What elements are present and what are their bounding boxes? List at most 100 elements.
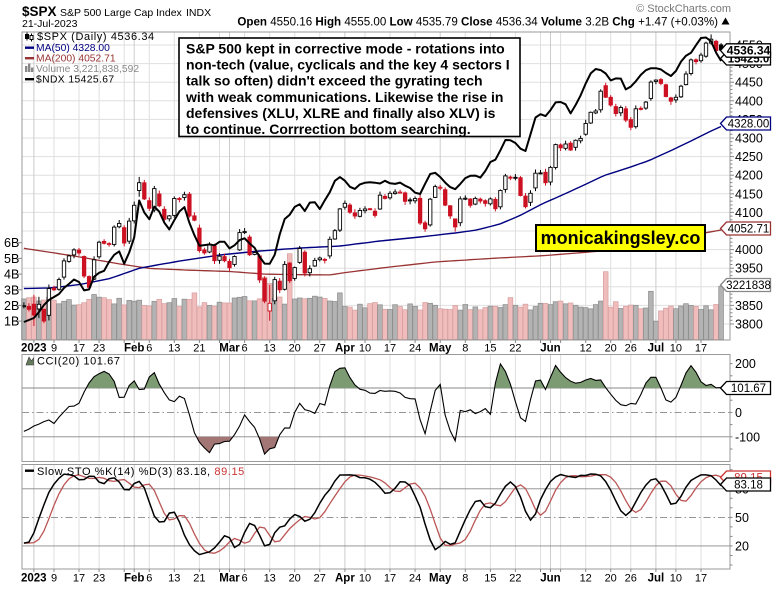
svg-text:Jun: Jun: [540, 343, 560, 355]
svg-text:27: 27: [314, 573, 326, 585]
svg-text:MA(200) 4052.71: MA(200) 4052.71: [36, 54, 116, 65]
svg-text:4200: 4200: [735, 169, 763, 183]
svg-text:20: 20: [735, 539, 749, 553]
svg-text:4300: 4300: [735, 132, 763, 146]
svg-text:4100: 4100: [735, 206, 763, 220]
svg-text:17: 17: [73, 573, 85, 585]
svg-text:$SPX (Daily) 4536.34: $SPX (Daily) 4536.34: [37, 31, 155, 43]
svg-text:3800: 3800: [735, 318, 763, 332]
svg-text:Open 4550.16 High 4555.00 Low: Open 4550.16 High 4555.00 Low 4535.79 Cl…: [237, 16, 718, 29]
svg-text:2023: 2023: [21, 343, 47, 355]
svg-text:9: 9: [51, 573, 57, 585]
svg-text:Apr: Apr: [335, 343, 355, 355]
svg-text:17: 17: [384, 573, 396, 585]
svg-text:6: 6: [242, 343, 248, 355]
svg-text:defensives (XLU, XLRE and fina: defensives (XLU, XLRE and finally also X…: [186, 105, 496, 121]
svg-text:6: 6: [146, 573, 152, 585]
svg-text:20: 20: [605, 573, 617, 585]
svg-text:4400: 4400: [735, 94, 763, 108]
svg-text:23: 23: [93, 343, 105, 355]
svg-text:24: 24: [409, 573, 421, 585]
svg-text:10: 10: [670, 343, 682, 355]
svg-text:with weak communications. Like: with weak communications. Likewise the r…: [185, 89, 503, 105]
svg-text:4450: 4450: [735, 76, 763, 90]
svg-text:Jun: Jun: [540, 573, 560, 585]
svg-text:17: 17: [384, 343, 396, 355]
svg-text:Jul: Jul: [648, 573, 665, 585]
svg-text:8: 8: [462, 343, 468, 355]
svg-text:Mar: Mar: [219, 573, 240, 585]
svg-text:6: 6: [242, 573, 248, 585]
svg-text:23: 23: [93, 573, 105, 585]
svg-text:non-tech (value, cyclicals and: non-tech (value, cyclicals and the key 4…: [186, 57, 510, 73]
svg-text:17: 17: [695, 573, 707, 585]
svg-text:13: 13: [168, 573, 180, 585]
svg-text:21-Jul-2023: 21-Jul-2023: [22, 18, 78, 30]
svg-text:22: 22: [509, 573, 521, 585]
svg-text:20: 20: [605, 343, 617, 355]
svg-text:13: 13: [264, 573, 276, 585]
svg-text:4B: 4B: [4, 268, 19, 282]
svg-text:$NDX 15425.67: $NDX 15425.67: [36, 75, 114, 86]
svg-text:21: 21: [193, 343, 205, 355]
svg-text:Feb: Feb: [124, 573, 144, 585]
svg-text:101.67: 101.67: [731, 383, 766, 395]
svg-text:CCI(20) 101.67: CCI(20) 101.67: [37, 356, 121, 368]
svg-text:$SPX: $SPX: [22, 4, 57, 19]
svg-text:May: May: [429, 573, 452, 585]
svg-text:13: 13: [264, 343, 276, 355]
svg-text:24: 24: [409, 343, 421, 355]
svg-text:Mar: Mar: [219, 343, 240, 355]
svg-text:17: 17: [73, 343, 85, 355]
svg-text:83.18: 83.18: [734, 480, 763, 492]
svg-text:talk so often) didn't exceed t: talk so often) didn't exceed the gyratin…: [186, 73, 483, 89]
svg-text:13: 13: [168, 343, 180, 355]
svg-text:10: 10: [670, 573, 682, 585]
svg-text:2B: 2B: [4, 299, 19, 313]
svg-text:4250: 4250: [735, 150, 763, 164]
svg-text:Feb: Feb: [124, 343, 144, 355]
svg-text:4052.71: 4052.71: [728, 224, 770, 236]
svg-text:4328.00: 4328.00: [728, 119, 770, 131]
svg-text:3850: 3850: [735, 299, 763, 313]
svg-text:S&P 500 kept in corrective mod: S&P 500 kept in corrective mode - rotati…: [186, 41, 505, 57]
svg-text:4150: 4150: [735, 187, 763, 201]
svg-text:S&P 500 Large Cap Index: S&P 500 Large Cap Index: [60, 7, 183, 19]
svg-text:12: 12: [580, 573, 592, 585]
svg-text:8: 8: [462, 573, 468, 585]
svg-text:10: 10: [359, 573, 371, 585]
svg-text:Volume 3,221,838,592: Volume 3,221,838,592: [36, 64, 139, 75]
svg-text:10: 10: [359, 343, 371, 355]
svg-text:1B: 1B: [4, 315, 19, 329]
svg-text:17: 17: [695, 343, 707, 355]
svg-text:3221838: 3221838: [726, 280, 771, 292]
svg-text:27: 27: [314, 343, 326, 355]
svg-text:6B: 6B: [4, 236, 19, 250]
svg-text:4000: 4000: [735, 243, 763, 257]
svg-text:0: 0: [735, 406, 742, 420]
svg-text:50: 50: [735, 511, 749, 525]
svg-text:Jul: Jul: [648, 343, 665, 355]
svg-text:6: 6: [146, 343, 152, 355]
svg-text:15: 15: [484, 573, 496, 585]
svg-text:22: 22: [509, 343, 521, 355]
svg-text:26: 26: [625, 343, 637, 355]
svg-text:12: 12: [580, 343, 592, 355]
svg-text:-100: -100: [735, 430, 760, 444]
svg-text:20: 20: [289, 573, 301, 585]
svg-text:21: 21: [193, 573, 205, 585]
svg-text:© StockCharts.com: © StockCharts.com: [636, 3, 731, 15]
svg-text:9: 9: [51, 343, 57, 355]
svg-text:monicakingsley.co: monicakingsley.co: [541, 228, 701, 248]
svg-text:3B: 3B: [4, 283, 19, 297]
svg-text:to continue. Corrrection botto: to continue. Corrrection bottom searchin…: [186, 121, 471, 137]
svg-text:15: 15: [484, 343, 496, 355]
svg-text:2023: 2023: [21, 573, 47, 585]
svg-text:Slow STO %K(14) %D(3) 83.18, 8: Slow STO %K(14) %D(3) 83.18, 89.15: [37, 466, 245, 478]
svg-text:MA(50) 4328.00: MA(50) 4328.00: [36, 43, 110, 54]
svg-text:May: May: [429, 343, 452, 355]
svg-text:200: 200: [735, 357, 756, 371]
svg-text:26: 26: [625, 573, 637, 585]
svg-text:5B: 5B: [4, 252, 19, 266]
svg-text:INDX: INDX: [186, 7, 211, 19]
